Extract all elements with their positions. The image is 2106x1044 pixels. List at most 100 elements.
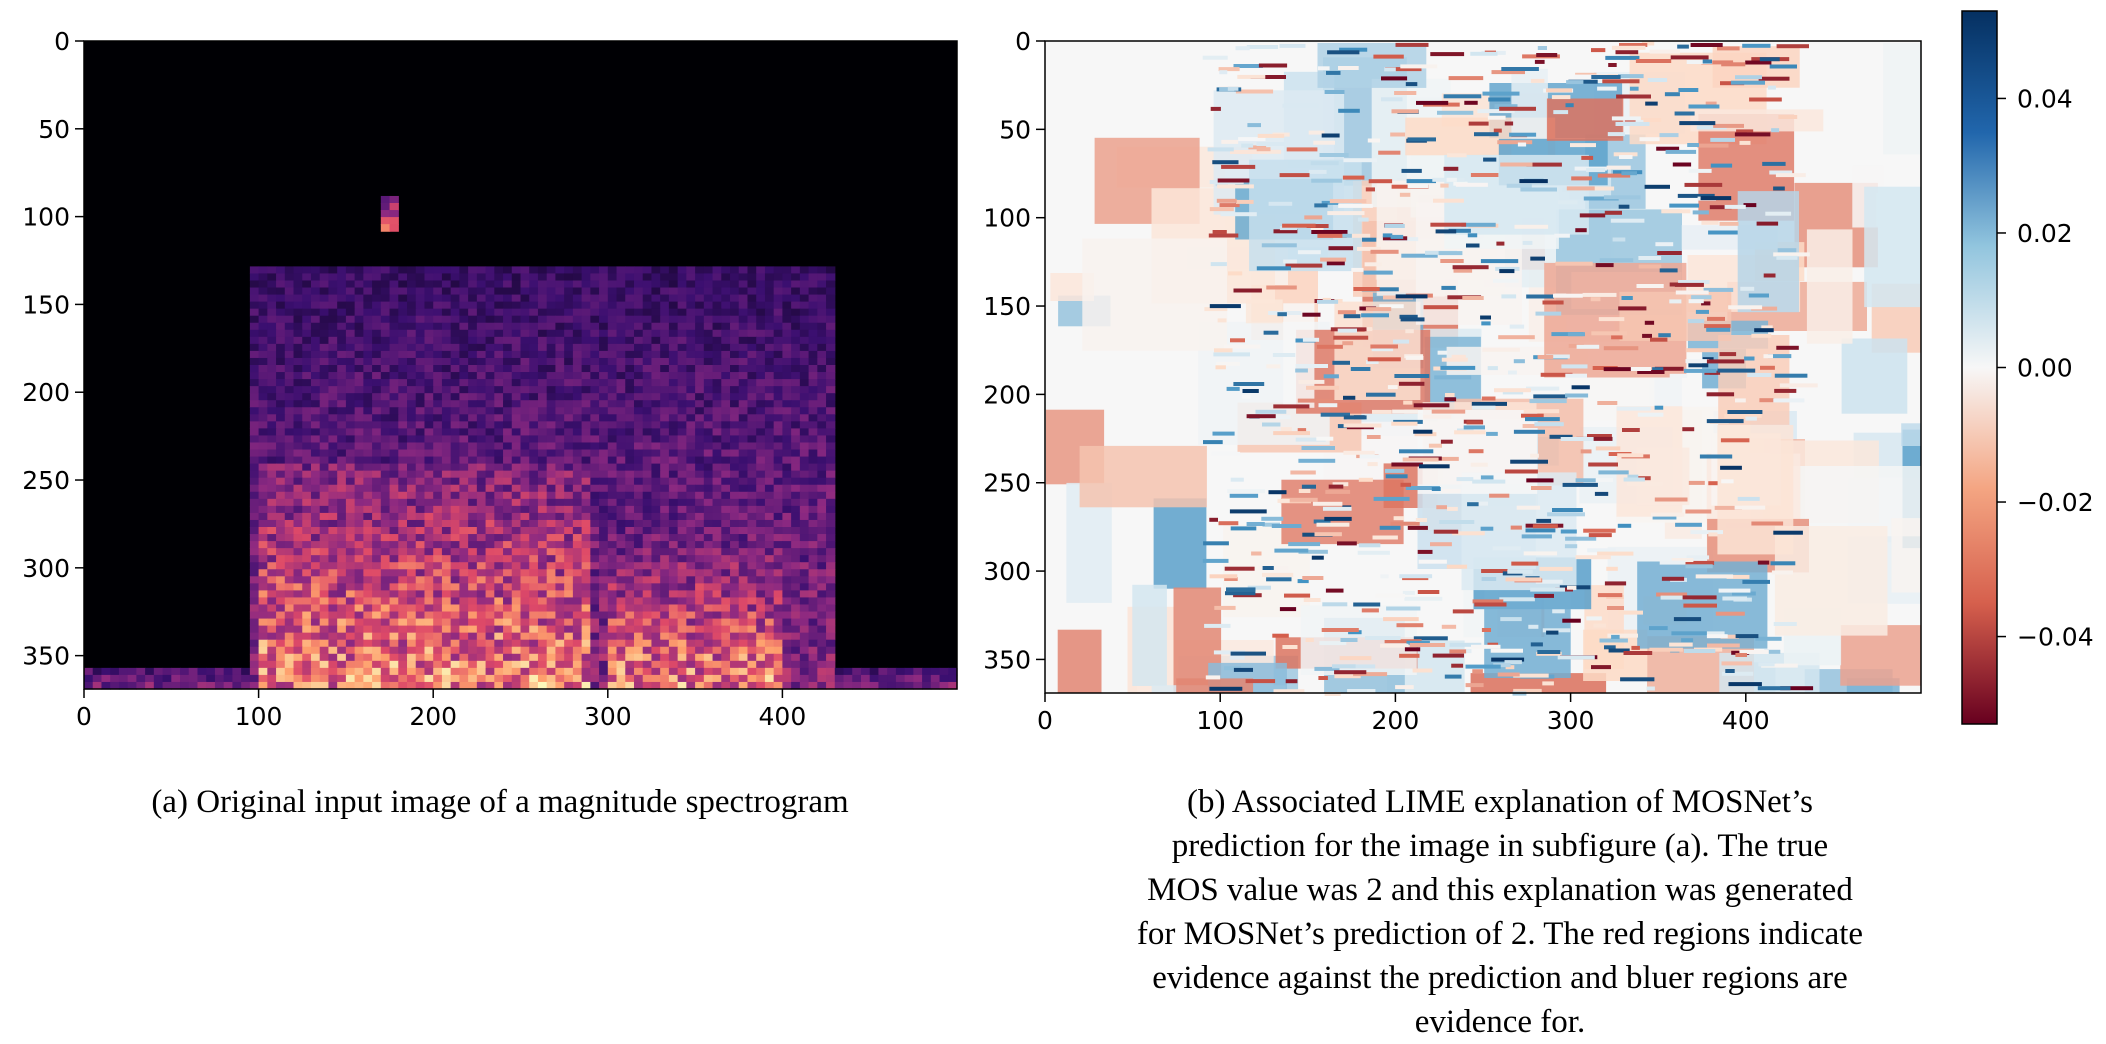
spectrogram-cell [485, 498, 495, 507]
spectrogram-cell [695, 280, 705, 289]
spectrogram-cell [450, 294, 460, 303]
spectrogram-cell [503, 477, 513, 486]
spectrogram-cell [773, 442, 783, 451]
spectrogram-cell [310, 386, 321, 394]
spectrogram-cell [572, 576, 583, 584]
lime-streak [1413, 636, 1448, 641]
spectrogram-cell [433, 653, 443, 662]
spectrogram-cell [695, 400, 705, 408]
spectrogram-cell [441, 590, 452, 599]
spectrogram-cell [389, 484, 399, 493]
spectrogram-cell [581, 463, 591, 472]
spectrogram-cell [389, 569, 399, 577]
spectrogram-cell [625, 618, 635, 627]
spectrogram-cell [668, 428, 679, 437]
spectrogram-cell [703, 590, 714, 599]
spectrogram-cell [633, 266, 644, 275]
spectrogram-cell [834, 667, 845, 676]
spectrogram-cell [302, 463, 312, 472]
lime-streak [1221, 139, 1239, 144]
spectrogram-cell [276, 315, 286, 324]
lime-streak [1509, 324, 1525, 329]
spectrogram-cell [660, 287, 670, 296]
spectrogram-cell [642, 393, 653, 401]
lime-streak [1358, 477, 1373, 482]
spectrogram-cell [433, 646, 443, 655]
spectrogram-cell [537, 477, 548, 486]
spectrogram-cell [599, 463, 609, 472]
spectrogram-cell [537, 646, 548, 655]
spectrogram-cell [267, 449, 277, 458]
spectrogram-cell [799, 618, 810, 627]
spectrogram-cell [441, 632, 452, 641]
spectrogram-cell [345, 534, 356, 542]
spectrogram-cell [721, 604, 731, 613]
spectrogram-cell [485, 456, 495, 465]
spectrogram-cell [450, 618, 460, 627]
spectrogram-cell [730, 322, 740, 331]
spectrogram-cell [564, 400, 574, 408]
spectrogram-cell [529, 266, 539, 275]
lime-streak [1537, 46, 1547, 50]
spectrogram-cell [276, 379, 286, 387]
spectrogram-cell [668, 442, 679, 451]
spectrogram-cell [258, 491, 268, 500]
spectrogram-cell [363, 527, 373, 535]
spectrogram-cell [721, 322, 731, 331]
spectrogram-cell [407, 449, 417, 458]
spectrogram-cell [276, 294, 286, 303]
lime-streak [1470, 173, 1499, 177]
spectrogram-cell [607, 562, 618, 570]
lime-streak [1612, 237, 1626, 242]
spectrogram-cell [625, 548, 635, 556]
spectrogram-cell [319, 350, 330, 359]
spectrogram-cell [651, 287, 661, 296]
spectrogram-cell [607, 442, 618, 451]
spectrogram-cell [625, 667, 635, 676]
spectrogram-cell [616, 681, 626, 690]
spectrogram-cell [529, 273, 539, 282]
spectrogram-cell [310, 414, 321, 422]
spectrogram-cell [564, 449, 574, 458]
spectrogram-cell [686, 639, 696, 648]
spectrogram-cell [415, 590, 426, 599]
lime-streak [1607, 633, 1638, 638]
spectrogram-cell [773, 519, 783, 528]
spectrogram-cell [337, 597, 347, 606]
lime-streak [1597, 551, 1634, 556]
spectrogram-cell [668, 294, 679, 303]
lime-streak [1685, 359, 1710, 364]
lime-streak [1308, 130, 1325, 135]
spectrogram-cell [276, 639, 286, 648]
spectrogram-cell [642, 477, 653, 486]
spectrogram-cell [747, 477, 757, 486]
spectrogram-cell [599, 477, 609, 486]
spectrogram-cell [791, 308, 801, 317]
spectrogram-cell [433, 280, 443, 289]
spectrogram-cell [337, 625, 347, 634]
spectrogram-cell [485, 393, 495, 401]
spectrogram-cell [747, 350, 757, 359]
spectrogram-cell [267, 266, 277, 275]
spectrogram-cell [642, 519, 653, 528]
spectrogram-cell [537, 541, 548, 549]
spectrogram-cell [424, 512, 434, 521]
spectrogram-cell [695, 435, 705, 444]
spectrogram-cell [537, 512, 548, 521]
spectrogram-cell [310, 308, 321, 317]
spectrogram-cell [476, 463, 487, 472]
spectrogram-cell [284, 407, 295, 415]
spectrogram-cell [494, 611, 504, 620]
spectrogram-cell [668, 407, 679, 415]
spectrogram-cell [599, 484, 609, 493]
spectrogram-cell [616, 541, 626, 549]
spectrogram-cell [450, 273, 460, 282]
spectrogram-cell [555, 329, 565, 338]
spectrogram-cell [267, 336, 277, 345]
spectrogram-cell [485, 294, 495, 303]
spectrogram-cell [407, 428, 417, 437]
spectrogram-cell [625, 393, 635, 401]
spectrogram-cell [721, 660, 731, 669]
spectrogram-cell [730, 505, 740, 514]
lime-streak [1618, 610, 1643, 615]
